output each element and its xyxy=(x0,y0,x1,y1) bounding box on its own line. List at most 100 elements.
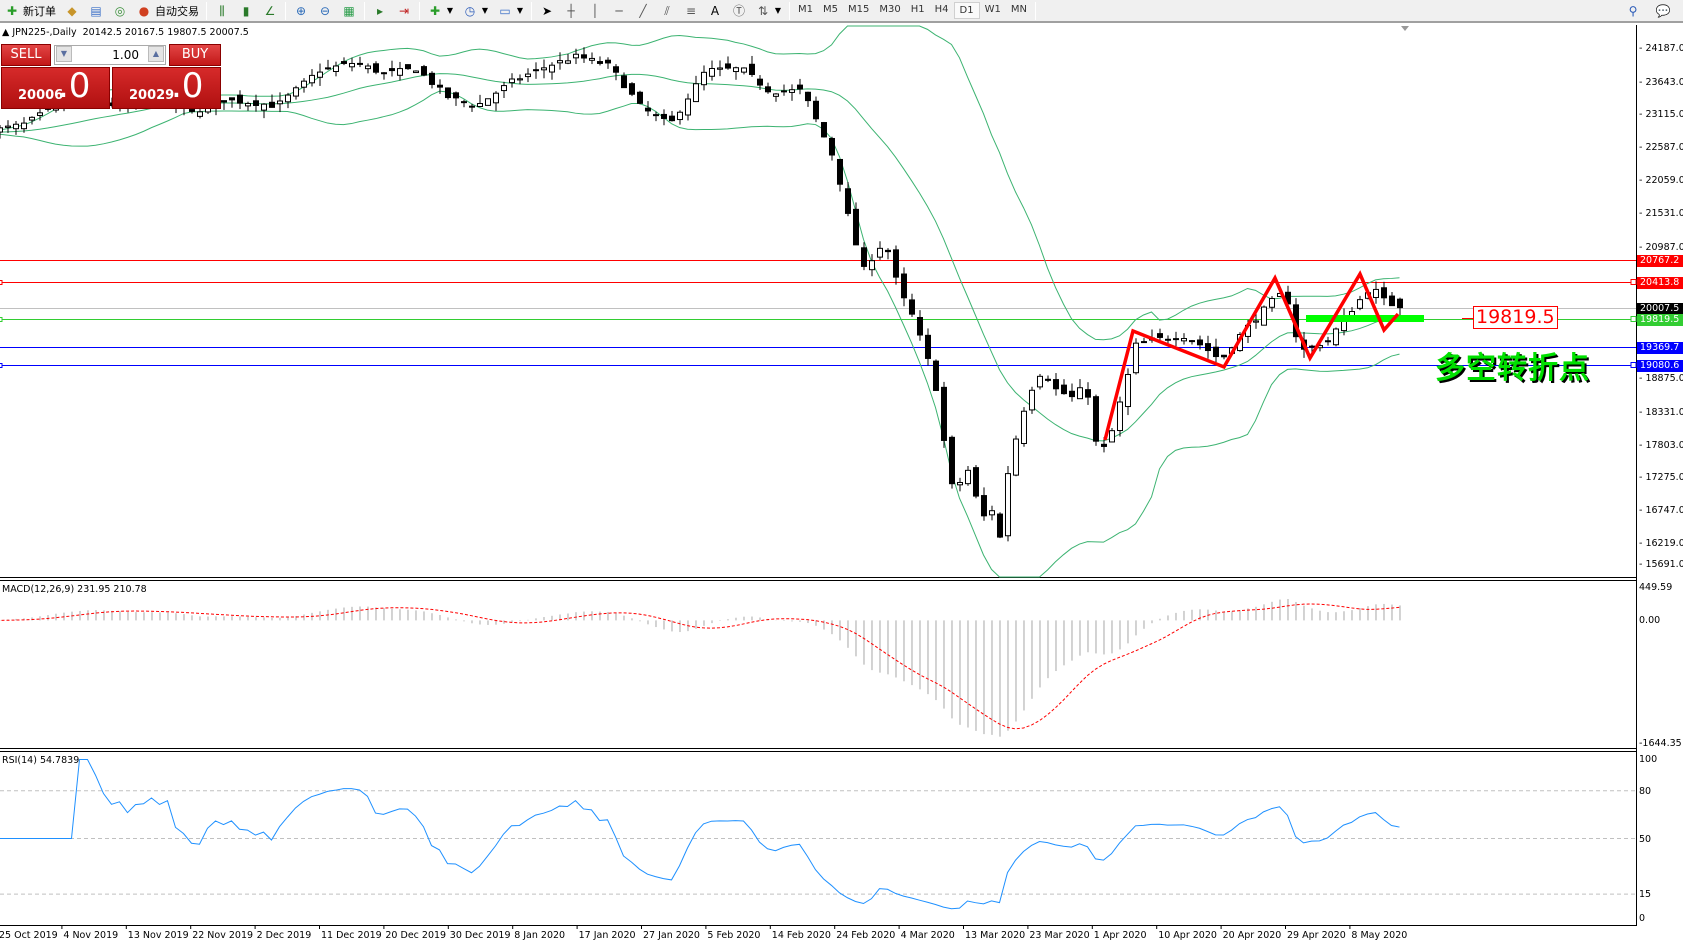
periods-button[interactable]: ◷ ▼ xyxy=(458,1,493,21)
vertical-line-button[interactable]: │ xyxy=(583,1,607,21)
auto-scroll-icon: ▸ xyxy=(376,3,384,18)
new-order-button[interactable]: ✚ 新订单 xyxy=(0,1,60,21)
turning-point-annotation[interactable]: 多空转折点 xyxy=(1435,351,1590,386)
lots-input[interactable]: 1.00 xyxy=(54,45,166,65)
lots-decrease-icon[interactable]: ▼ xyxy=(56,46,72,62)
buy-price-button[interactable]: 20029 .0 xyxy=(112,66,221,109)
zoom-in-button[interactable]: ⊕ xyxy=(289,1,313,21)
toolbar: ✚ 新订单 ◆ ▤ ◎ ● 自动交易 ⫼ ▮ ∠ ⊕ ⊖ ▦ ▸ ⇥ ✚ ▼ ◷ ▼ ▭… xyxy=(0,0,1683,23)
auto-scroll-button[interactable]: ▸ xyxy=(368,1,392,21)
line-chart-button[interactable]: ∠ xyxy=(258,1,282,21)
templates-button[interactable]: ▭ ▼ xyxy=(493,1,528,21)
candle-body-bull xyxy=(956,481,963,486)
candle xyxy=(996,512,1003,539)
fibonacci-button[interactable]: ≡ xyxy=(679,1,703,21)
timeframe-mn[interactable]: MN xyxy=(1010,4,1027,15)
candle xyxy=(36,107,43,121)
candle-body-bull xyxy=(12,123,19,130)
date-label: 5 Feb 2020 xyxy=(707,930,761,941)
candle xyxy=(1164,335,1171,344)
sell-button[interactable]: SELL xyxy=(1,44,51,66)
toolbar-divider xyxy=(364,1,365,20)
candle-body-bull xyxy=(412,70,419,74)
date-label: 4 Nov 2019 xyxy=(63,930,119,941)
timeframe-m5[interactable]: M5 xyxy=(823,4,838,15)
candle-body-bear xyxy=(612,66,619,73)
candle-body-bear xyxy=(996,513,1003,538)
rsi-axis-label: 100 xyxy=(1639,754,1658,765)
timeframe-m1[interactable]: M1 xyxy=(798,4,813,15)
gold-bars-icon: ◆ xyxy=(67,3,77,18)
candle xyxy=(1076,379,1083,400)
lots-increase-icon[interactable]: ▲ xyxy=(148,46,164,62)
candle-body-bear xyxy=(1156,333,1163,338)
candle xyxy=(636,90,643,105)
buy-button[interactable]: BUY xyxy=(169,44,221,66)
date-label: 11 Dec 2019 xyxy=(321,930,382,941)
candle xyxy=(268,94,275,108)
timeframe-w1[interactable]: W1 xyxy=(984,4,1001,15)
zigzag-trend-line[interactable] xyxy=(1103,270,1400,441)
support-zone-bar[interactable] xyxy=(1306,315,1424,322)
shift-marker-icon[interactable] xyxy=(1401,26,1409,31)
candle xyxy=(540,59,547,79)
cursor-icon: ➤ xyxy=(541,3,553,18)
timeframe-h1[interactable]: H1 xyxy=(910,4,925,15)
zoom-out-button[interactable]: ⊖ xyxy=(313,1,337,21)
chart-ohlc-text: JPN225-,Daily 20142.5 20167.5 19807.5 20… xyxy=(12,27,249,38)
equidistant-channel-button[interactable]: ⫽ xyxy=(655,1,679,21)
drawings[interactable] xyxy=(1103,26,1473,441)
candle xyxy=(460,99,467,108)
candle-body-bear xyxy=(668,115,675,122)
tile-windows-button[interactable]: ▦ xyxy=(337,1,361,21)
macd-axis-label: 0.00 xyxy=(1639,615,1661,627)
candle-body-bear xyxy=(652,114,659,117)
candle xyxy=(652,111,659,122)
price-annotation-label[interactable]: 19819.5 xyxy=(1473,306,1558,329)
candle-body-bull xyxy=(484,98,491,106)
candle-body-bear xyxy=(452,92,459,99)
chart-shift-button[interactable]: ⇥ xyxy=(392,1,416,21)
line-anchor-icon xyxy=(0,280,3,285)
arrows-button[interactable]: ⇅ ▼ xyxy=(751,1,786,21)
candle xyxy=(844,182,851,217)
timeframe-m15[interactable]: M15 xyxy=(848,4,870,15)
bar-chart-button[interactable]: ⫼ xyxy=(210,1,234,21)
timeframe-d1[interactable]: D1 xyxy=(953,2,980,19)
cursor-button[interactable]: ➤ xyxy=(535,1,559,21)
indicators-button[interactable]: ✚ ▼ xyxy=(423,1,458,21)
candle xyxy=(1036,373,1043,390)
timeframe-selector: M1 M5 M15 M30 H1 H4 D1 W1 MN xyxy=(793,2,1032,19)
date-label: 4 Mar 2020 xyxy=(900,930,955,941)
trendline-button[interactable]: ╱ xyxy=(631,1,655,21)
navigator-button[interactable]: ▤ xyxy=(84,1,108,21)
timeframe-h4[interactable]: H4 xyxy=(934,4,949,15)
chat-icon[interactable]: 💬 xyxy=(1655,3,1671,18)
candle-body-bear xyxy=(828,137,835,156)
zoom-out-icon: ⊖ xyxy=(319,3,331,18)
candle-body-bear xyxy=(228,97,235,101)
price-axis[interactable]: 20767.2 20413.8 20007.5 19819.5 19369.7 19080… xyxy=(1637,25,1683,947)
candlestick-icon: ▮ xyxy=(242,3,250,18)
candle-body-bull xyxy=(716,67,723,70)
candle-body-bull xyxy=(500,85,507,92)
candle-body-bear xyxy=(236,94,243,104)
horizontal-line-button[interactable]: ─ xyxy=(607,1,631,21)
timeframe-m30[interactable]: M30 xyxy=(879,4,901,15)
market-watch-button[interactable]: ◆ xyxy=(60,1,84,21)
candlestick-button[interactable]: ▮ xyxy=(234,1,258,21)
text-tool-button[interactable]: A xyxy=(703,1,727,21)
candle xyxy=(484,98,491,106)
candle-body-bull xyxy=(1132,342,1139,374)
text-label-button[interactable]: Ⓣ xyxy=(727,1,751,21)
auto-trading-button[interactable]: ● 自动交易 xyxy=(132,1,203,21)
signals-button[interactable]: ◎ xyxy=(108,1,132,21)
collapse-arrow-icon[interactable]: ▲ xyxy=(2,27,13,38)
crosshair-button[interactable]: ┼ xyxy=(559,1,583,21)
candle xyxy=(1012,435,1019,477)
search-icon[interactable]: ⚲ xyxy=(1628,3,1638,18)
text-label-icon: Ⓣ xyxy=(732,3,745,18)
sell-price-button[interactable]: 20006 .0 xyxy=(1,66,110,109)
price-tag: 20413.8 xyxy=(1637,276,1683,289)
